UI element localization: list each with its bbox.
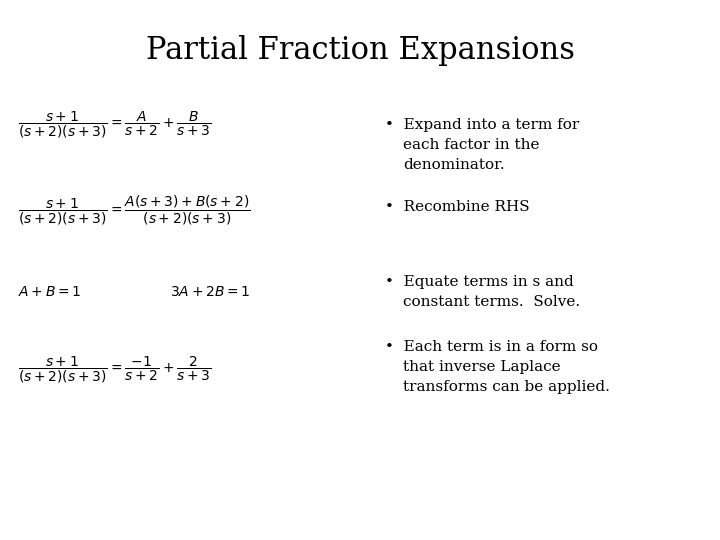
Text: constant terms.  Solve.: constant terms. Solve. — [403, 295, 580, 309]
Text: •  Recombine RHS: • Recombine RHS — [385, 200, 530, 214]
Text: $\dfrac{s+1}{(s+2)(s+3)} = \dfrac{A(s+3) + B(s+2)}{(s+2)(s+3)}$: $\dfrac{s+1}{(s+2)(s+3)} = \dfrac{A(s+3)… — [18, 193, 251, 227]
Text: $3A + 2B = 1$: $3A + 2B = 1$ — [170, 285, 251, 299]
Text: Partial Fraction Expansions: Partial Fraction Expansions — [145, 35, 575, 66]
Text: •  Each term is in a form so: • Each term is in a form so — [385, 340, 598, 354]
Text: $A + B = 1$: $A + B = 1$ — [18, 285, 81, 299]
Text: each factor in the: each factor in the — [403, 138, 539, 152]
Text: •  Equate terms in s and: • Equate terms in s and — [385, 275, 574, 289]
Text: transforms can be applied.: transforms can be applied. — [403, 380, 610, 394]
Text: $\dfrac{s+1}{(s+2)(s+3)} = \dfrac{A}{s+2} + \dfrac{B}{s+3}$: $\dfrac{s+1}{(s+2)(s+3)} = \dfrac{A}{s+2… — [18, 110, 212, 140]
Text: •  Expand into a term for: • Expand into a term for — [385, 118, 580, 132]
Text: denominator.: denominator. — [403, 158, 505, 172]
Text: $\dfrac{s+1}{(s+2)(s+3)} = \dfrac{-1}{s+2} + \dfrac{2}{s+3}$: $\dfrac{s+1}{(s+2)(s+3)} = \dfrac{-1}{s+… — [18, 355, 212, 385]
Text: that inverse Laplace: that inverse Laplace — [403, 360, 561, 374]
